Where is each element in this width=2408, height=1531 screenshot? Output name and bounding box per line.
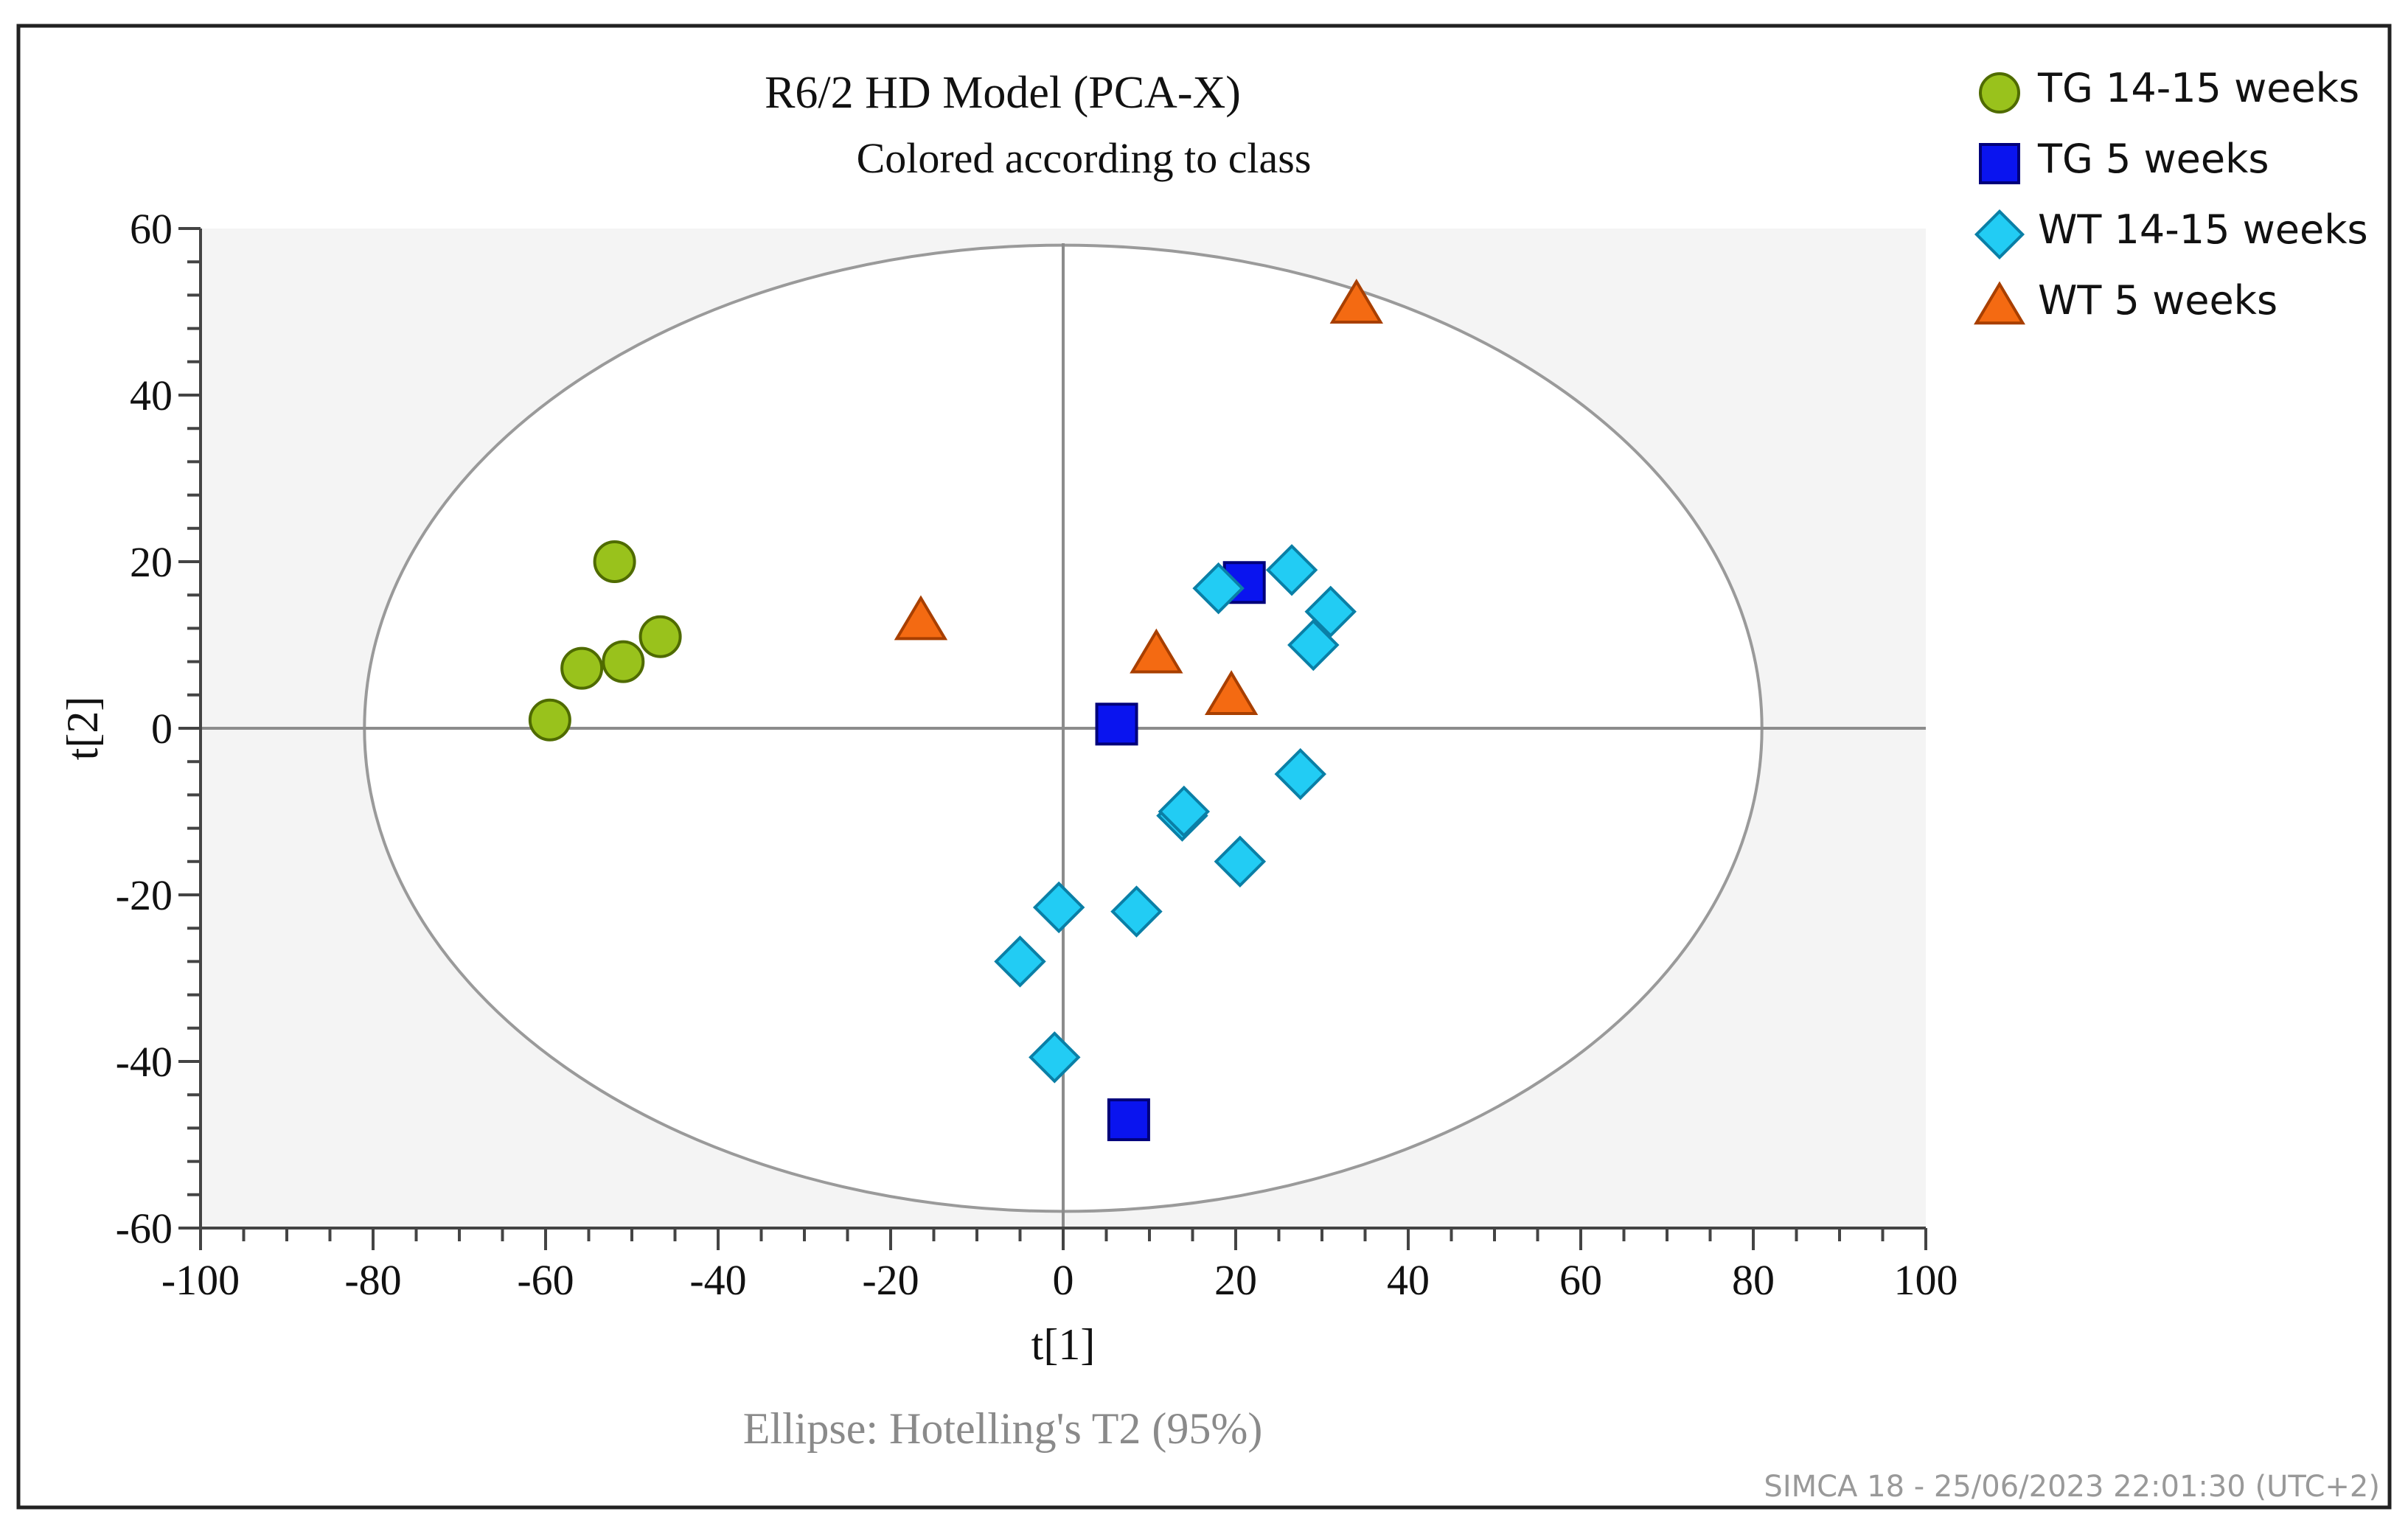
legend: TG 14-15 weeks TG 5 weeks WT 14-15 weeks WT… bbox=[1974, 65, 2368, 325]
point-diamond bbox=[1110, 885, 1163, 938]
y-tick-label: -60 bbox=[116, 1204, 173, 1252]
x-tick-label: 80 bbox=[1732, 1256, 1775, 1304]
legend-marker-triangle bbox=[1974, 281, 2025, 325]
legend-marker-circle bbox=[1979, 72, 2020, 114]
x-tick-label: 20 bbox=[1214, 1256, 1257, 1304]
point-circle bbox=[528, 698, 571, 742]
point-triangle bbox=[1329, 279, 1383, 324]
point-diamond bbox=[1032, 881, 1085, 934]
point-diamond bbox=[1214, 835, 1267, 888]
x-tick-label: 0 bbox=[1053, 1256, 1074, 1304]
x-axis-label: t[1] bbox=[1031, 1320, 1096, 1369]
point-diamond bbox=[1265, 544, 1318, 596]
legend-label: WT 14-15 weeks bbox=[2038, 206, 2368, 253]
x-tick-label: -60 bbox=[517, 1256, 574, 1304]
x-tick-label: 100 bbox=[1894, 1256, 1958, 1304]
legend-marker-square bbox=[1979, 143, 2020, 184]
point-triangle bbox=[894, 595, 948, 641]
y-tick-label: 40 bbox=[130, 372, 173, 419]
y-tick-label: -40 bbox=[116, 1038, 173, 1086]
legend-label: TG 14-15 weeks bbox=[2037, 65, 2359, 111]
software-timestamp: SIMCA 18 - 25/06/2023 22:01:30 (UTC+2) bbox=[1764, 1470, 2380, 1504]
chart-title: R6/2 HD Model (PCA-X) bbox=[765, 68, 1241, 118]
x-tick-label: 60 bbox=[1559, 1256, 1602, 1304]
legend-marker-diamond bbox=[1974, 209, 2025, 260]
point-circle bbox=[638, 615, 682, 658]
x-tick-label: -20 bbox=[862, 1256, 919, 1304]
point-square bbox=[1095, 702, 1138, 746]
point-triangle bbox=[1130, 628, 1183, 674]
y-tick-label: -20 bbox=[116, 871, 173, 919]
ellipse-caption: Ellipse: Hotelling's T2 (95%) bbox=[743, 1404, 1263, 1453]
legend-label: TG 5 weeks bbox=[2037, 136, 2269, 182]
y-tick-label: 0 bbox=[151, 705, 173, 753]
point-circle bbox=[602, 640, 645, 683]
point-triangle bbox=[1204, 670, 1259, 716]
legend-label: WT 5 weeks bbox=[2038, 277, 2277, 324]
point-diamond bbox=[994, 935, 1046, 988]
y-axis-label: t[2] bbox=[58, 697, 107, 761]
point-circle bbox=[593, 540, 636, 583]
y-tick-label: 60 bbox=[130, 205, 173, 253]
y-tick-label: 20 bbox=[130, 538, 173, 586]
x-tick-label: -100 bbox=[161, 1256, 240, 1304]
point-diamond bbox=[1158, 785, 1211, 838]
point-diamond bbox=[1029, 1031, 1081, 1084]
data-points bbox=[528, 279, 1383, 1142]
point-square bbox=[1107, 1098, 1150, 1142]
x-tick-label: -40 bbox=[689, 1256, 746, 1304]
point-circle bbox=[560, 646, 604, 690]
chart-subtitle: Colored according to class bbox=[857, 134, 1312, 182]
x-tick-label: 40 bbox=[1387, 1256, 1430, 1304]
point-diamond bbox=[1192, 562, 1245, 615]
x-tick-label: -80 bbox=[344, 1256, 401, 1304]
axes: -100 -80 -60 -40 -20 0 20 40 60 80 100 -60 -40 -20 0 20… bbox=[116, 205, 1958, 1304]
point-diamond bbox=[1274, 747, 1326, 801]
point-diamond bbox=[1304, 585, 1357, 638]
point-diamond bbox=[1287, 618, 1340, 672]
